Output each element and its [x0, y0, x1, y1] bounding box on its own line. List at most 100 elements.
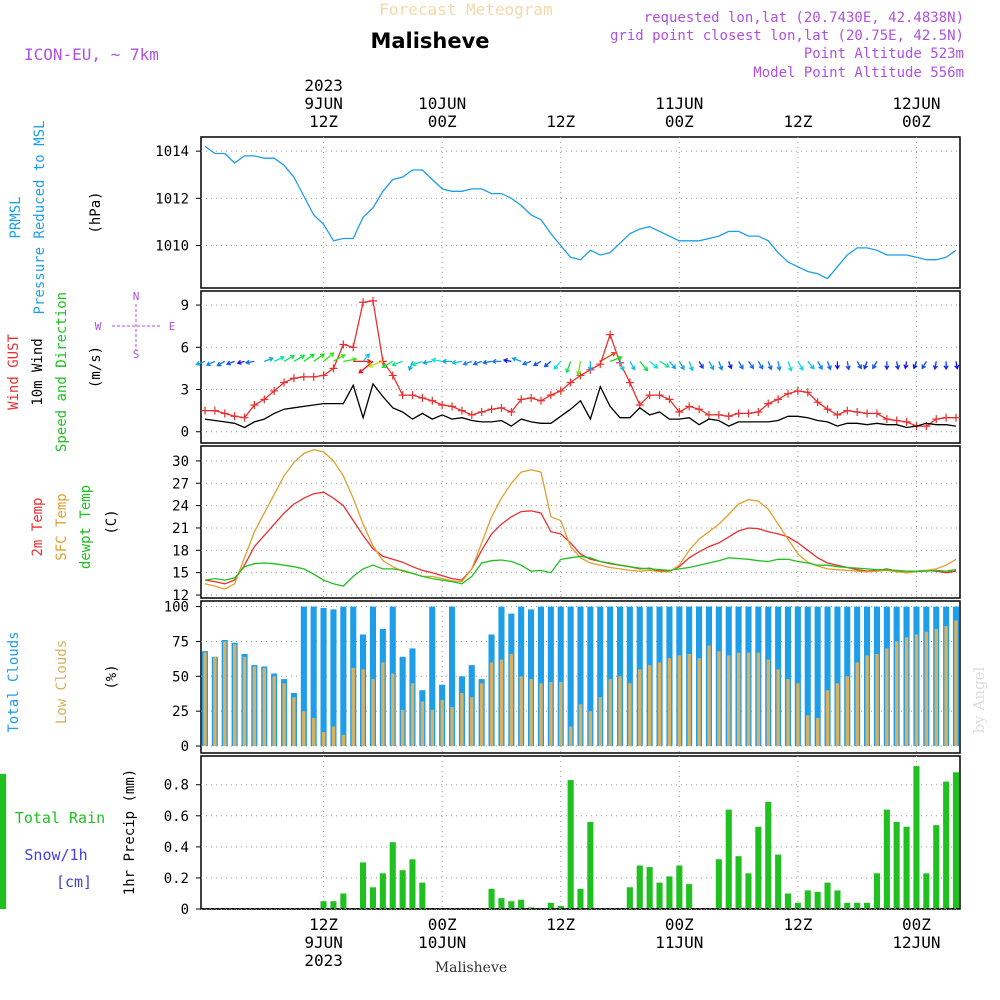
bar-secondary — [855, 662, 859, 747]
wind-arrow — [787, 361, 793, 372]
bar-secondary — [450, 707, 454, 746]
bar-secondary — [618, 676, 622, 746]
bar-primary — [528, 609, 535, 747]
bar-primary — [923, 873, 930, 909]
wind-arrow — [932, 361, 939, 371]
bar-primary — [735, 856, 742, 909]
bottom-tick-label: 12JUN — [892, 933, 940, 952]
wind-arrow — [430, 357, 443, 363]
bottom-tick-label: 2023 — [304, 951, 343, 970]
bar-primary — [755, 826, 762, 909]
y-tick-label: 0.4 — [164, 840, 189, 856]
bar-primary — [0, 773, 7, 909]
bar-secondary — [509, 654, 513, 746]
gust-marker — [685, 402, 694, 411]
panel-label: [cm] — [56, 873, 92, 891]
bar-secondary — [865, 655, 869, 746]
bar-secondary — [519, 676, 523, 746]
bar-primary — [666, 876, 673, 909]
series-line — [204, 449, 957, 590]
bar-secondary — [628, 683, 632, 747]
gust-marker — [339, 340, 348, 349]
bar-primary — [488, 888, 495, 909]
panel-label: Snow/1h — [24, 846, 87, 864]
wind-arrow — [863, 361, 868, 370]
wind-arrow — [407, 361, 414, 372]
bar-primary — [577, 888, 584, 909]
wind-arrow — [491, 358, 502, 364]
wind-arrow — [912, 361, 918, 370]
y-axis-label: 1hr Precip (mm) — [122, 769, 138, 895]
compass-cross — [112, 304, 160, 350]
bar-primary — [597, 606, 604, 746]
wind-arrow — [236, 359, 245, 365]
credit-text: by Angel — [970, 666, 988, 733]
bar-primary — [656, 882, 663, 909]
gust-marker — [497, 403, 506, 412]
bar-secondary — [736, 652, 741, 746]
gust-marker — [606, 330, 615, 339]
y-axis-label: (%) — [104, 664, 120, 689]
wind-arrow — [718, 361, 724, 371]
precip-panel: 0 0.2 0.4 0.6 0.8 Total Rain Snow/1h [cm] 1hr Pr… — [0, 755, 961, 918]
bar-secondary — [598, 697, 602, 746]
gust-marker — [714, 410, 723, 419]
bar-secondary — [460, 693, 464, 746]
panel-label: Speed and Direction — [54, 292, 70, 452]
wind-arrow — [482, 359, 492, 365]
bar-primary — [804, 606, 811, 746]
bar-secondary — [667, 658, 672, 747]
bottom-tick-label: 00Z — [902, 915, 931, 934]
wind-arrow — [639, 360, 649, 372]
model-label: ICON-EU, ~ 7km — [24, 45, 159, 64]
gust-marker — [457, 406, 466, 415]
bar-secondary — [331, 726, 336, 746]
wind-panel: 0 3 6 9 Wind GUST 10m Wind Speed and Direction… — [6, 290, 961, 452]
gust-marker — [359, 298, 368, 307]
wind-arrow — [353, 358, 373, 364]
bar-primary — [340, 606, 347, 746]
panel-label: 2m Temp — [30, 497, 46, 556]
y-tick-label: 18 — [172, 543, 189, 559]
bar-secondary — [203, 652, 207, 746]
panel-label: PRMSL — [8, 196, 24, 238]
bar-primary — [784, 893, 791, 909]
bar-primary — [814, 891, 821, 909]
bar-primary — [824, 882, 831, 909]
wind-arrow — [826, 361, 832, 371]
wind-arrow — [767, 361, 773, 371]
wind-arrow — [195, 360, 206, 366]
wind-arrow — [903, 361, 909, 370]
wind-arrow — [362, 353, 371, 362]
panel-label: Wind GUST — [6, 334, 22, 410]
bar-secondary — [410, 683, 415, 747]
temperature-panel: 12 15 18 21 24 27 30 2m Temp SFC Temp dewpt Temp (… — [30, 445, 961, 604]
bar-primary — [775, 854, 782, 909]
y-tick-label: 0 — [181, 902, 189, 918]
gust-marker — [448, 402, 457, 411]
y-tick-label: 0 — [181, 425, 189, 441]
y-tick-label: 0.2 — [164, 871, 189, 887]
bar-primary — [567, 780, 574, 909]
bar-primary — [794, 902, 801, 909]
gust-marker — [823, 405, 832, 414]
wind-arrow — [411, 360, 423, 367]
gust-marker — [507, 408, 516, 417]
wind-arrow — [441, 358, 453, 364]
bar-secondary — [835, 683, 840, 747]
bar-secondary — [727, 655, 731, 746]
location-title: Malisheve — [370, 29, 489, 53]
bar-secondary — [608, 679, 612, 746]
panel-label: dewpt Temp — [78, 485, 94, 569]
wind-arrow — [587, 361, 594, 372]
bar-secondary — [480, 683, 484, 747]
wind-arrow — [521, 360, 532, 366]
y-tick-label: 30 — [172, 454, 189, 470]
bar-secondary — [875, 654, 879, 746]
wind-arrow — [921, 361, 927, 370]
wind-arrow — [264, 356, 275, 362]
compass-w: W — [95, 320, 102, 333]
bar-primary — [873, 873, 880, 909]
bar-primary — [854, 902, 861, 909]
